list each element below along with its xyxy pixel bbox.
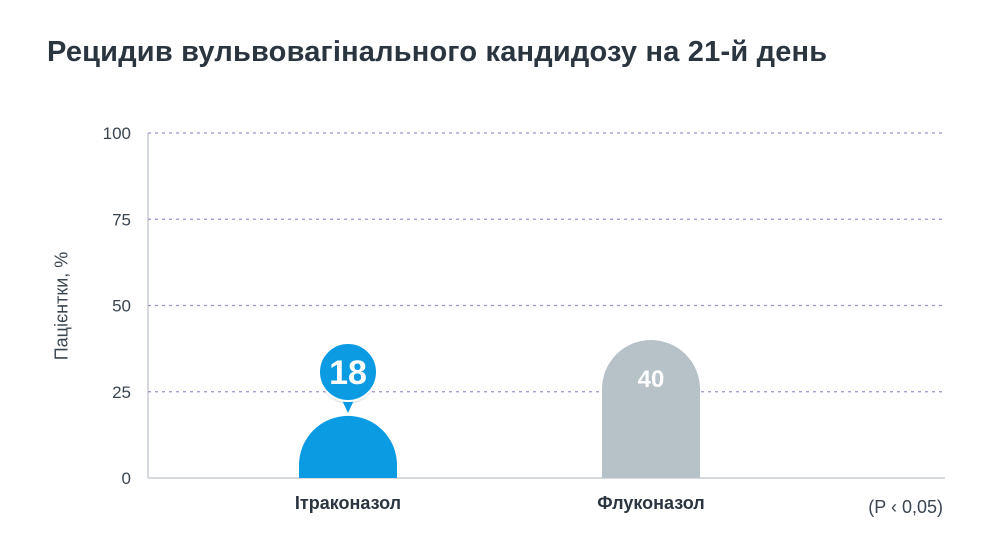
- y-tick-label: 50: [112, 297, 131, 316]
- callout-bubble: [318, 342, 378, 402]
- category-labels: Ітраконазол Флуконазол: [295, 493, 705, 513]
- y-tick-label: 75: [112, 210, 131, 229]
- y-tick-label: 0: [122, 469, 131, 488]
- value-label: 40: [638, 366, 665, 393]
- category-label: Ітраконазол: [295, 493, 401, 513]
- y-tick-label: 25: [112, 383, 131, 402]
- significance-note: (P ‹ 0,05): [868, 497, 943, 517]
- grid-lines: [147, 132, 945, 479]
- value-label: 18: [329, 354, 367, 392]
- bar-1: [299, 415, 397, 478]
- bar-2: [602, 340, 700, 478]
- category-label: Флуконазол: [597, 493, 704, 513]
- bars: 18 40: [299, 340, 700, 478]
- y-tick-label: 100: [103, 124, 131, 143]
- chart-title: Рецидив вульвовагінального кандидозу на …: [47, 36, 828, 68]
- y-tick-labels: 0 25 50 75 100: [103, 124, 131, 488]
